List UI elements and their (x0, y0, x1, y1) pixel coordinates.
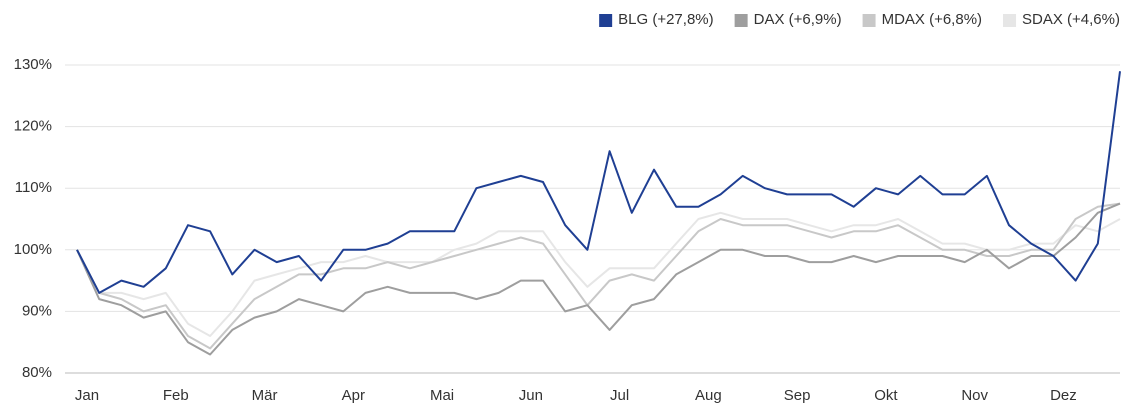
series-line (76, 202, 1121, 356)
legend-swatch (1003, 14, 1017, 27)
x-tick-label: Sep (784, 387, 811, 403)
y-tick-label: 120% (14, 118, 52, 135)
x-tick-label: Feb (163, 387, 189, 403)
x-tick-label: Jun (519, 387, 543, 403)
y-tick-label: 80% (22, 364, 52, 381)
x-tick-label: Apr (342, 387, 365, 403)
x-tick-label: Aug (695, 387, 722, 403)
series-line (76, 71, 1121, 294)
x-tick-label: Jul (610, 387, 629, 403)
legend-label: BLG (+27,8%) (618, 11, 713, 28)
legend-label: MDAX (+6,8%) (882, 11, 982, 28)
y-tick-label: 100% (14, 241, 52, 258)
legend-label: DAX (+6,9%) (754, 11, 842, 28)
x-tick-label: Mär (252, 387, 278, 403)
x-tick-label: Nov (961, 387, 988, 403)
legend-label: SDAX (+4,6%) (1022, 11, 1120, 28)
y-tick-label: 110% (15, 179, 52, 196)
series-line (76, 211, 1121, 337)
x-tick-label: Dez (1050, 387, 1077, 403)
y-tick-label: 90% (22, 302, 52, 319)
x-tick-label: Mai (430, 387, 454, 403)
x-tick-label: Okt (874, 387, 898, 403)
legend-swatch (862, 14, 876, 27)
y-tick-label: 130% (14, 56, 52, 73)
series-line (76, 202, 1121, 350)
legend-swatch (734, 14, 748, 27)
legend-swatch (599, 14, 613, 27)
x-tick-label: Jan (75, 387, 99, 403)
